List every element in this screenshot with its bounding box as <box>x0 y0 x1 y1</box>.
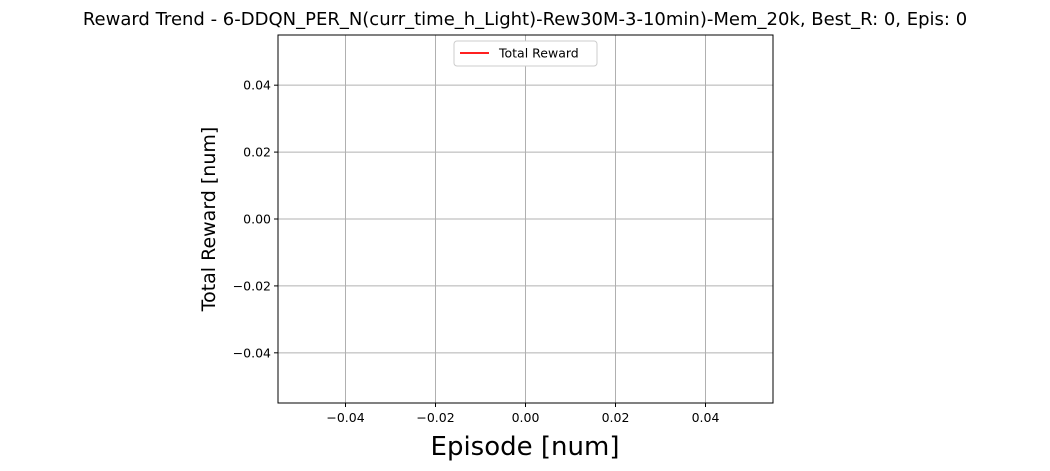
y-tick-label-0: −0.04 <box>233 345 271 360</box>
x-tick-label-1: −0.02 <box>416 410 454 425</box>
chart-title: Reward Trend - 6-DDQN_PER_N(curr_time_h_… <box>83 9 967 30</box>
y-tick-label-2: 0.00 <box>243 212 271 227</box>
legend-box <box>453 40 598 67</box>
y-axis-label: Total Reward [num] <box>198 127 220 313</box>
x-axis-ticks: −0.04 −0.02 0.00 0.02 0.04 <box>326 403 719 425</box>
grid-lines <box>278 35 773 403</box>
legend-label-total-reward: Total Reward <box>498 46 579 61</box>
y-tick-label-4: 0.04 <box>243 78 271 93</box>
x-tick-label-0: −0.04 <box>326 410 364 425</box>
x-tick-label-2: 0.00 <box>512 410 540 425</box>
legend: Total Reward <box>453 40 598 67</box>
x-tick-label-4: 0.04 <box>692 410 720 425</box>
y-axis-ticks: −0.04 −0.02 0.00 0.02 0.04 <box>233 78 278 360</box>
y-tick-label-3: 0.02 <box>243 145 271 160</box>
y-tick-label-1: −0.02 <box>233 278 271 293</box>
x-axis-label: Episode [num] <box>431 432 620 462</box>
x-tick-label-3: 0.02 <box>602 410 630 425</box>
